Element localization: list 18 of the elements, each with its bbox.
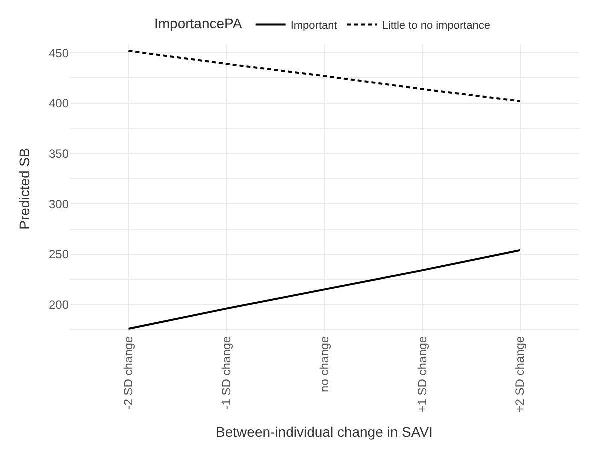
x-tick-label: +1 SD change (415, 336, 430, 413)
x-tick-label: no change (317, 336, 332, 392)
line-series (128, 50, 522, 102)
x-axis-title: Between-individual change in SAVI (216, 424, 433, 440)
y-tick-label: 450 (48, 46, 70, 60)
y-tick-label: 200 (48, 298, 70, 312)
y-tick-label: 400 (48, 96, 70, 111)
legend-title: ImportancePA (154, 15, 243, 32)
legend-label: Important (290, 20, 338, 32)
x-tick-label: -2 SD change (122, 336, 136, 410)
y-tick-label: 300 (48, 197, 70, 212)
y-tick-label: 250 (48, 248, 70, 262)
y-axis-title: Predicted SB (16, 148, 33, 230)
x-tick-label: -1 SD change (220, 336, 234, 410)
legend-label: Little to no importance (382, 20, 491, 32)
line-series (128, 249, 522, 330)
x-tick-label: +2 SD change (513, 336, 528, 413)
y-tick-label: 350 (48, 146, 70, 161)
